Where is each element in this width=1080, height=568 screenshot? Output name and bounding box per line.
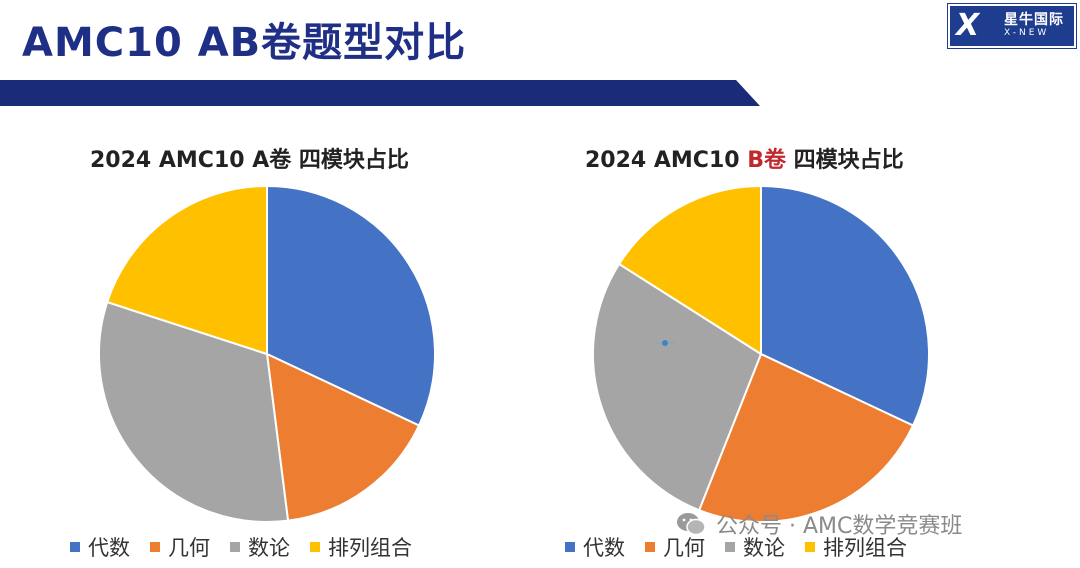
legend-label: 排列组合 [328,536,412,560]
chart-b-title-suffix: 四模块占比 [786,148,904,173]
legend-item: 代数 [70,532,130,562]
watermark: 公众号 · AMC数学竞赛班 [676,508,962,540]
chart-a-pie [98,184,436,523]
legend-swatch [70,542,80,552]
pie-slice-数论 [592,262,763,512]
legend-item: 排列组合 [310,532,412,562]
logo-text-en: X-NEW [1004,28,1050,38]
chart-a-legend: 代数 几何 数论 排列组合 [70,532,412,562]
legend-item: 几何 [645,532,705,562]
chart-b-pie [592,184,930,523]
logo-text-cn: 星牛国际 [1004,12,1064,28]
legend-item: 排列组合 [805,532,907,562]
pie-slice-排列组合 [617,184,762,356]
legend-label: 几何 [663,536,705,560]
legend-label: 排列组合 [823,536,907,560]
legend-swatch [150,542,160,552]
legend-swatch [565,542,575,552]
chart-a-title: 2024 AMC10 A卷 四模块占比 [90,142,409,174]
legend-item: 代数 [565,532,625,562]
legend-swatch [645,542,655,552]
legend-item: 数论 [230,532,290,562]
legend-item: 数论 [725,532,785,562]
wechat-icon [677,513,706,536]
page-title: AMC10 AB卷题型对比 [22,20,467,66]
logo: X 星牛国际 X-NEW [948,4,1076,48]
legend-label: 代数 [583,536,625,560]
legend-label: 代数 [88,536,130,560]
legend-swatch [805,542,815,552]
pie-slice-数论 [98,300,290,523]
chart-b-title-prefix: 2024 AMC10 [585,148,748,173]
chart-b-legend: 代数 几何 数论 排列组合 [565,532,907,562]
pie-slice-几何 [697,352,915,523]
legend-swatch [310,542,320,552]
chart-b-title: 2024 AMC10 B卷 四模块占比 [585,142,904,174]
chart-a-title-prefix: 2024 AMC10 [90,148,253,173]
legend-label: 数论 [248,536,290,560]
pie-slice-代数 [266,184,436,427]
pie-slice-排列组合 [105,184,268,356]
title-band [0,80,760,106]
legend-label: 几何 [168,536,210,560]
legend-swatch [230,542,240,552]
pie-slice-代数 [760,184,930,427]
legend-swatch [725,542,735,552]
logo-mark-icon: X [956,8,980,43]
chart-b-title-highlight: B卷 [747,148,787,173]
legend-item: 几何 [150,532,210,562]
watermark-text: 公众号 · AMC数学竞赛班 [716,514,963,539]
legend-label: 数论 [743,536,785,560]
chart-a-title-suffix: 四模块占比 [291,148,409,173]
cursor-marker-icon [655,340,675,346]
chart-a-title-highlight: A卷 [252,148,292,173]
pie-slice-几何 [265,352,421,522]
